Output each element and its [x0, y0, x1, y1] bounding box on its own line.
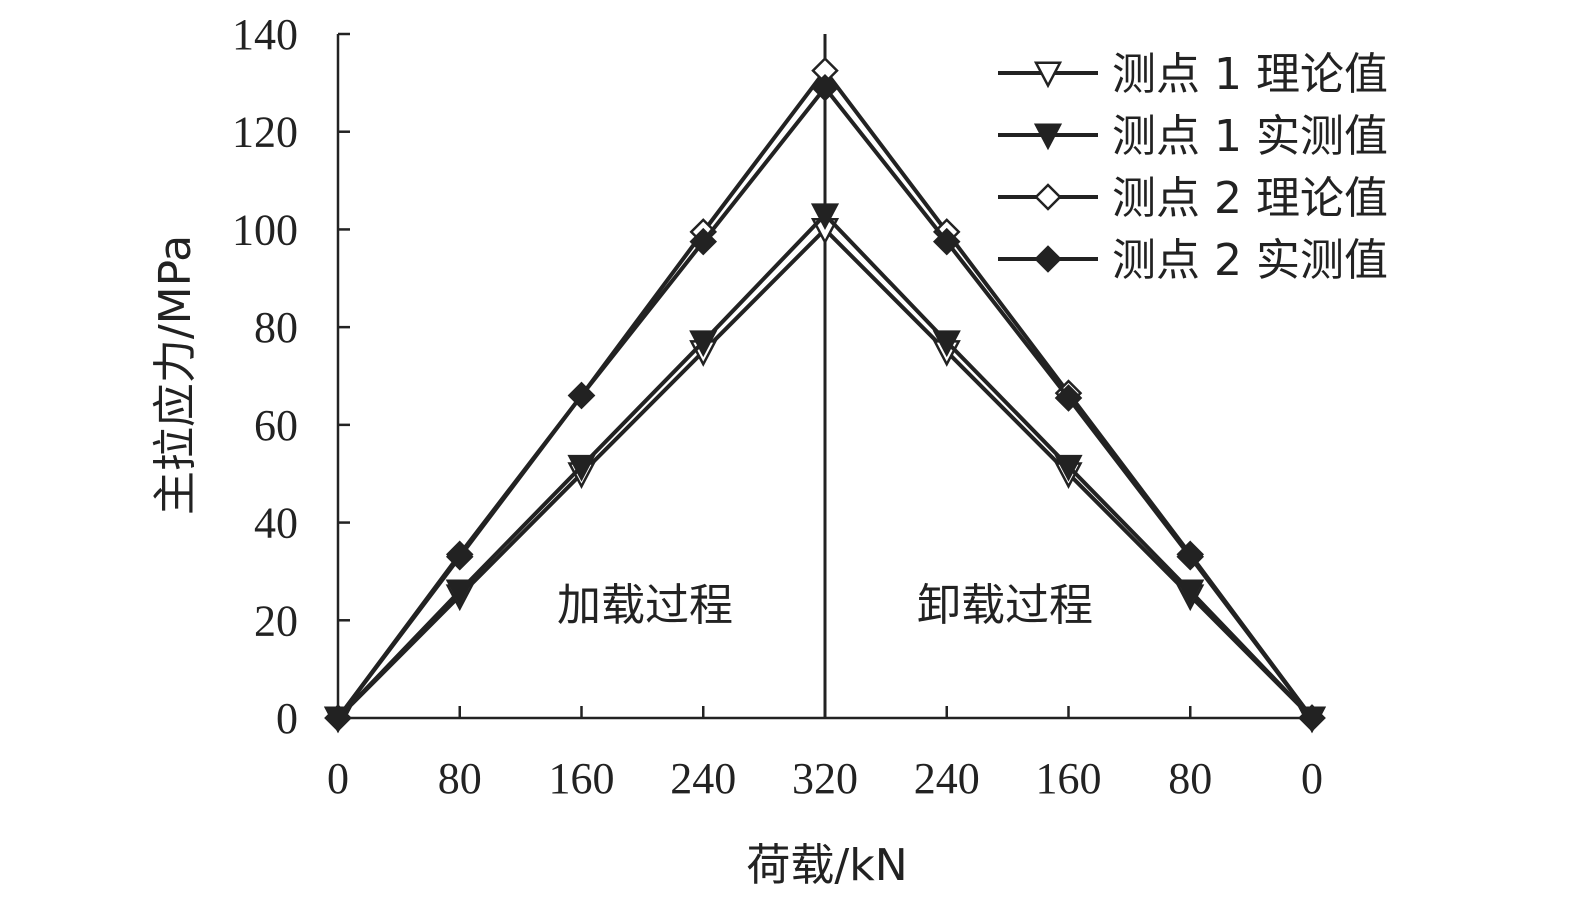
x-tick-label: 80: [1168, 754, 1212, 803]
y-tick-label: 100: [232, 205, 298, 254]
y-tick-label: 20: [254, 596, 298, 645]
y-tick-label: 60: [254, 401, 298, 450]
legend-entry: 测点 1 实测值: [998, 111, 1388, 162]
y-tick-label: 120: [232, 108, 298, 157]
y-axis-title: 主拉应力/MPa: [150, 235, 201, 515]
y-tick-label: 80: [254, 303, 298, 352]
data-point: [1176, 543, 1205, 571]
legend-label: 测点 1 实测值: [1112, 111, 1388, 162]
data-point: [811, 73, 839, 102]
data-point: [810, 203, 840, 231]
legend-marker: [1033, 123, 1063, 151]
data-point: [324, 704, 352, 732]
annotation-layer: 加载过程 卸载过程: [557, 580, 1093, 631]
series-layer: [323, 56, 1327, 734]
x-tick-label: 160: [549, 754, 615, 803]
data-point: [445, 540, 474, 569]
data-point: [1054, 454, 1083, 482]
data-point: [567, 381, 596, 410]
x-tick-label: 160: [1036, 754, 1102, 803]
x-tick-label: 80: [438, 754, 482, 803]
data-point: [689, 227, 718, 256]
legend-marker: [1034, 183, 1062, 211]
x-tick-label: 0: [327, 754, 349, 803]
data-point: [1054, 384, 1083, 412]
legend-entry: 测点 1 理论值: [998, 49, 1388, 100]
legend-entry: 测点 2 理论值: [998, 173, 1388, 224]
legend-marker: [1033, 61, 1063, 89]
annotation-1: 加载过程: [557, 580, 733, 631]
data-point: [932, 227, 961, 256]
axes: 0 20 40 60 80 100 120 140 0 80 160 240 320 240 160 80 0: [232, 10, 1323, 803]
x-tick-label: 240: [670, 754, 736, 803]
y-tick-label: 140: [232, 10, 298, 59]
x-tick-label: 240: [914, 754, 980, 803]
legend-label: 测点 2 实测值: [1112, 235, 1388, 286]
y-tick-label: 0: [276, 694, 298, 743]
data-point: [1298, 704, 1326, 732]
legend-label: 测点 2 理论值: [1112, 173, 1388, 224]
data-point: [932, 330, 961, 358]
data-point: [567, 454, 596, 482]
data-point: [445, 579, 474, 607]
legend-entry: 测点 2 实测值: [998, 235, 1388, 286]
x-tick-label: 0: [1301, 754, 1323, 803]
y-tick-label: 40: [254, 499, 298, 548]
x-tick-label: 320: [792, 754, 858, 803]
legend-marker: [1034, 245, 1062, 273]
series-4: [324, 73, 1326, 732]
data-point: [689, 330, 718, 358]
annotation-2: 卸载过程: [917, 580, 1093, 631]
x-axis-title: 荷载/kN: [746, 840, 907, 891]
legend-label: 测点 1 理论值: [1112, 49, 1388, 100]
data-point: [1176, 579, 1205, 607]
